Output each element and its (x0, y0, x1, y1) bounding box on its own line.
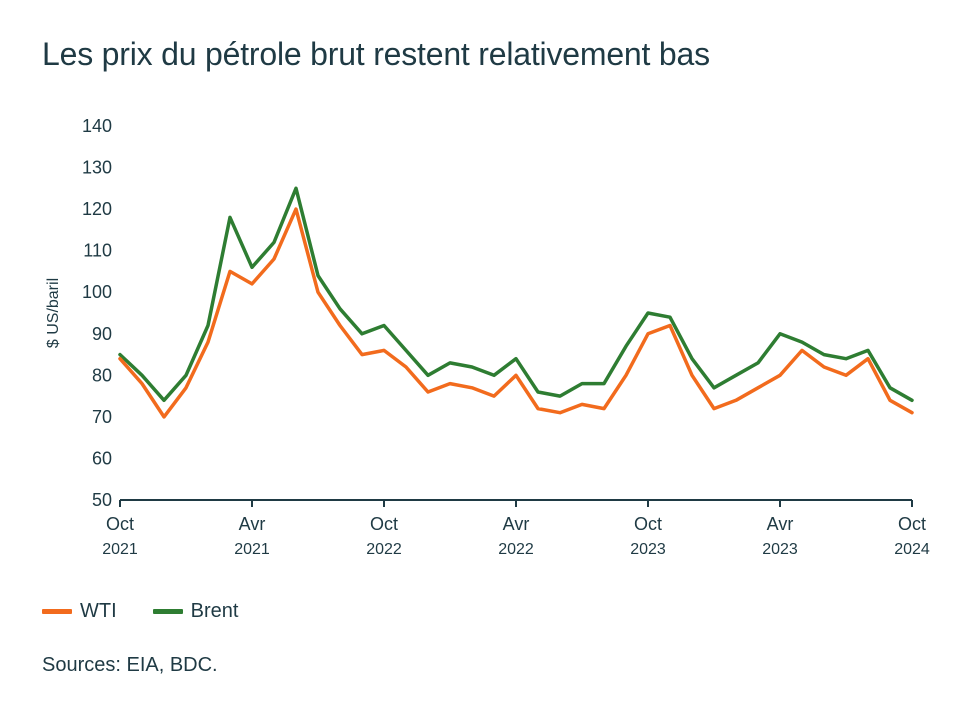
wti-swatch (42, 609, 72, 614)
y-tick-label: 120 (82, 199, 112, 219)
x-tick-label-year: 2023 (762, 541, 798, 558)
series-line-wti (118, 207, 914, 419)
x-tick-label-year: 2021 (102, 541, 138, 558)
legend-label-brent: Brent (190, 600, 239, 622)
series-line-brent (118, 186, 914, 403)
legend-item-brent: Brent (152, 600, 239, 623)
x-tick-label-month: Avr (503, 514, 530, 534)
y-tick-label: 100 (82, 282, 112, 302)
x-tick-label-month: Oct (370, 514, 398, 534)
x-tick-label-month: Avr (767, 514, 794, 534)
x-tick-label-year: 2021 (234, 541, 270, 558)
y-tick-label: 130 (82, 158, 112, 178)
x-tick-label-year: 2023 (630, 541, 666, 558)
brent-swatch (152, 609, 183, 614)
y-axis-label: $ US/baril (45, 278, 62, 348)
y-tick-label: 110 (83, 241, 112, 261)
y-tick-label: 50 (92, 490, 112, 510)
legend-label-wti: WTI (80, 600, 117, 622)
chart-title: Les prix du pétrole brut restent relativ… (42, 36, 710, 72)
x-tick-label-month: Oct (898, 514, 926, 534)
legend: WTI Brent (42, 600, 274, 623)
x-tick-label-year: 2022 (366, 541, 402, 558)
y-tick-label: 70 (92, 407, 112, 427)
line-chart: 50 60 70 80 90 100 110 120 130 140 $ US/baril Oct 20… (45, 116, 930, 558)
y-tick-label: 60 (92, 448, 112, 468)
legend-item-wti: WTI (42, 600, 117, 623)
y-tick-label: 140 (82, 116, 112, 136)
source-note: Sources: EIA, BDC. (42, 654, 218, 676)
x-tick-label-month: Avr (239, 514, 266, 534)
y-tick-label: 80 (92, 365, 112, 385)
x-tick-label-year: 2022 (498, 541, 534, 558)
x-tick-label-year: 2024 (894, 541, 930, 558)
x-tick-label-month: Oct (106, 514, 134, 534)
y-tick-label: 90 (92, 324, 112, 344)
x-tick-label-month: Oct (634, 514, 662, 534)
